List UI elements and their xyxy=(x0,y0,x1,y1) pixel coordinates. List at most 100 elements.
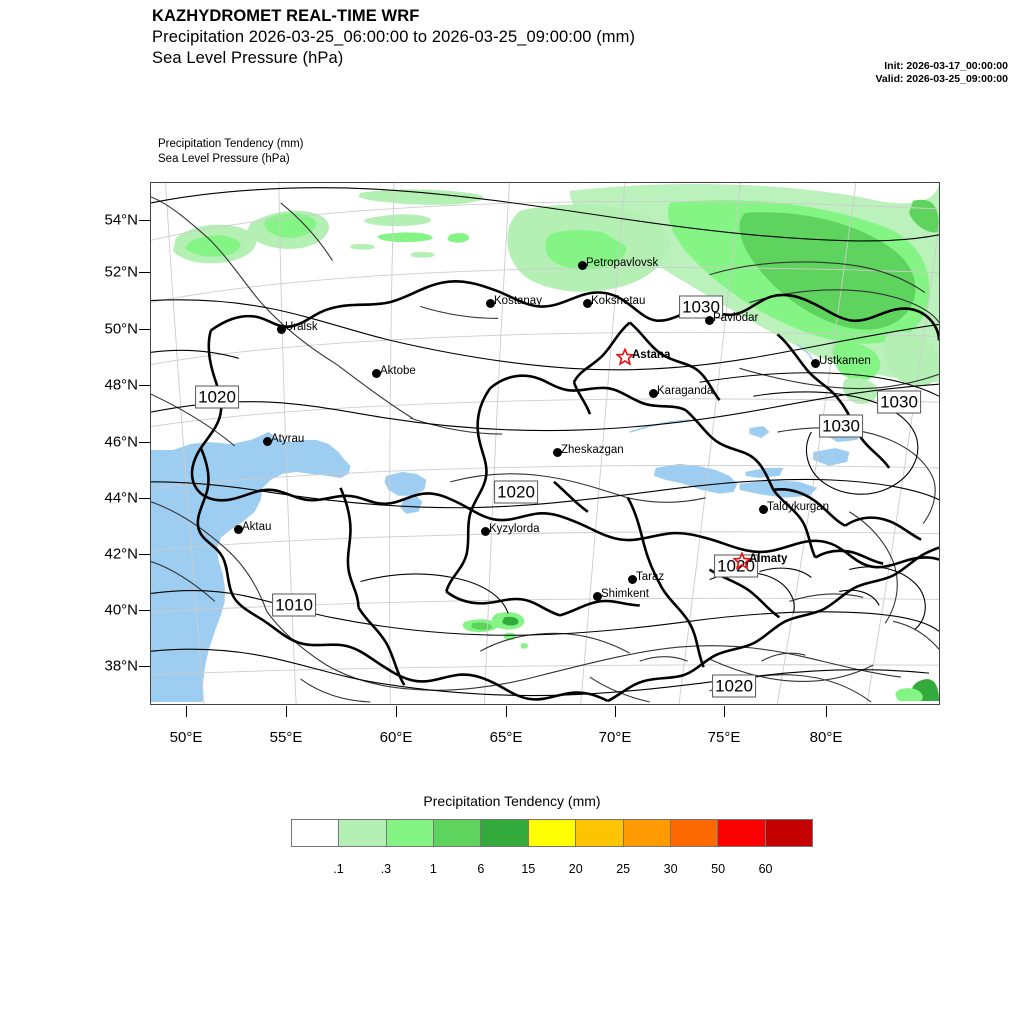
colorbar-swatch-1[interactable] xyxy=(339,820,387,846)
lon-tick-mark-65 xyxy=(506,706,507,717)
colorbar-tick-labels: .1 .3 1 6 15 20 25 30 50 60 xyxy=(291,862,813,880)
colorbar-swatch-10[interactable] xyxy=(765,820,812,846)
city-dot-icon xyxy=(592,591,602,601)
city-label: Taldykurgan xyxy=(767,501,830,513)
colorbar-swatch-2[interactable] xyxy=(386,820,435,846)
city-dot-icon xyxy=(582,298,592,308)
colorbar-swatch-0[interactable] xyxy=(292,820,340,846)
colorbar[interactable] xyxy=(291,819,813,847)
colorbar-tick-6: 25 xyxy=(616,862,631,876)
colorbar-title: Precipitation Tendency (mm) xyxy=(423,793,601,809)
init-time: Init: 2026-03-17_00:00:00 xyxy=(884,60,1008,72)
lat-tick-mark-44 xyxy=(139,498,150,499)
lat-tick-mark-54 xyxy=(139,220,150,221)
lat-tick-label-40: 40°N xyxy=(104,601,138,619)
colorbar-swatch-5[interactable] xyxy=(528,820,577,846)
lat-tick-label-44: 44°N xyxy=(104,489,138,507)
plot-caption: Precipitation Tendency (mm) Sea Level Pr… xyxy=(158,137,304,167)
city-label: Shimkent xyxy=(601,588,649,600)
colorbar-tick-9: 60 xyxy=(758,862,773,876)
isobar-label-1020: 1020 xyxy=(494,480,538,504)
city-label: Ustkamen xyxy=(819,355,871,367)
lon-tick-label-50: 50°E xyxy=(169,729,203,746)
isobar-label-1030: 1030 xyxy=(819,414,863,438)
lat-tick-label-42: 42°N xyxy=(104,545,138,563)
city-label: Taraz xyxy=(636,571,665,583)
lon-tick-mark-55 xyxy=(286,706,287,717)
city-label: Karaganda xyxy=(657,385,714,397)
city-dot-icon xyxy=(480,526,490,536)
city-dot-icon xyxy=(552,447,562,457)
lon-tick-label-55: 55°E xyxy=(269,729,303,746)
city-dot-icon xyxy=(276,324,286,334)
header-title: KAZHYDROMET REAL-TIME WRF xyxy=(152,7,420,25)
lat-tick-mark-50 xyxy=(139,329,150,330)
city-label: Atyrau xyxy=(271,433,305,445)
colorbar-tick-8: 50 xyxy=(711,862,726,876)
colorbar-tick-1: .3 xyxy=(380,862,392,876)
isobar-label-1010: 1010 xyxy=(272,593,316,617)
city-label: Uralsk xyxy=(285,321,318,333)
lon-tick-label-65: 65°E xyxy=(489,729,523,746)
colorbar-swatch-4[interactable] xyxy=(481,820,529,846)
valid-time: Valid: 2026-03-25_09:00:00 xyxy=(875,73,1008,85)
lat-tick-label-48: 48°N xyxy=(104,376,138,394)
lat-tick-label-46: 46°N xyxy=(104,433,138,451)
header-subtitle-slp: Sea Level Pressure (hPa) xyxy=(152,49,344,67)
city-dot-icon xyxy=(648,388,658,398)
capital-star-icon xyxy=(733,552,751,570)
lat-tick-label-38: 38°N xyxy=(104,657,138,675)
lon-tick-label-80: 80°E xyxy=(809,729,843,746)
city-label: Aktobe xyxy=(380,365,416,377)
kazakhstan-border xyxy=(190,280,939,703)
city-label: Zheskazgan xyxy=(561,444,624,456)
colorbar-swatch-6[interactable] xyxy=(576,820,624,846)
city-dot-icon xyxy=(810,358,820,368)
city-label: Almaty xyxy=(749,553,788,565)
city-dot-icon xyxy=(371,368,381,378)
colorbar-swatch-3[interactable] xyxy=(434,820,482,846)
caption-sea-level-pressure: Sea Level Pressure (hPa) xyxy=(158,153,290,165)
colorbar-tick-5: 20 xyxy=(568,862,583,876)
map-canvas xyxy=(151,183,939,704)
precipitation-shading xyxy=(172,183,939,702)
colorbar-swatch-9[interactable] xyxy=(718,820,766,846)
lat-tick-mark-52 xyxy=(139,272,150,273)
lat-tick-label-50: 50°N xyxy=(104,320,138,338)
colorbar-tick-2: 1 xyxy=(429,862,437,876)
caption-precip-tendency: Precipitation Tendency (mm) xyxy=(158,138,304,150)
isobar-label-1030: 1030 xyxy=(877,390,921,414)
colorbar-swatch-8[interactable] xyxy=(670,820,719,846)
city-dot-icon xyxy=(485,298,495,308)
city-label: Astana xyxy=(632,349,671,361)
city-label: Kostanay xyxy=(494,295,542,307)
isobar-label-1020: 1020 xyxy=(712,674,756,698)
header-subtitle-precip: Precipitation 2026-03-25_06:00:00 to 202… xyxy=(152,28,636,46)
colorbar-tick-7: 30 xyxy=(663,862,678,876)
city-label: Pavlodar xyxy=(713,312,759,324)
capital-star-icon xyxy=(616,348,634,366)
city-dot-icon xyxy=(262,436,272,446)
city-dot-icon xyxy=(627,574,637,584)
city-dot-icon xyxy=(233,524,243,534)
lon-tick-mark-60 xyxy=(396,706,397,717)
weather-map-plot[interactable]: 1020 1030 1030 1030 1020 1010 1020 1020 Petropa… xyxy=(150,182,940,705)
lon-tick-mark-75 xyxy=(724,706,725,717)
colorbar-swatch-7[interactable] xyxy=(623,820,671,846)
lon-tick-mark-70 xyxy=(615,706,616,717)
lat-tick-mark-38 xyxy=(139,666,150,667)
lat-tick-label-52: 52°N xyxy=(104,263,138,281)
lat-tick-mark-40 xyxy=(139,610,150,611)
city-dot-icon xyxy=(577,260,587,270)
colorbar-tick-3: 6 xyxy=(477,862,485,876)
page-header: KAZHYDROMET REAL-TIME WRF Precipitation … xyxy=(152,6,635,69)
lat-tick-mark-42 xyxy=(139,554,150,555)
colorbar-tick-4: 15 xyxy=(521,862,536,876)
isobar-label-1030: 1030 xyxy=(679,295,723,319)
lat-tick-mark-48 xyxy=(139,385,150,386)
city-dot-icon xyxy=(758,504,768,514)
city-label: Kokshetau xyxy=(591,295,646,307)
lon-tick-mark-50 xyxy=(186,706,187,717)
